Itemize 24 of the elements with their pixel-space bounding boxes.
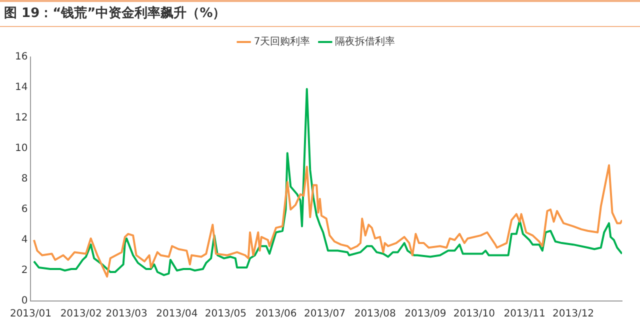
legend-label: 7天回购利率 [254,36,310,48]
x-tick-label: 2013/07 [304,308,346,320]
y-tick-label: 12 [14,112,28,124]
x-tick-label: 2013/12 [552,308,594,320]
x-tick-label: 2013/09 [404,308,446,320]
x-tick-label: 2013/04 [156,308,198,320]
x-tick-label: 2013/03 [106,308,148,320]
y-tick-label: 14 [14,82,28,94]
chart-title: 图 19：“钱荒”中资金利率飙升（%） [0,0,640,27]
y-tick-label: 0 [21,296,28,307]
y-tick-label: 6 [21,204,28,216]
y-tick-label: 4 [21,234,28,246]
x-tick-label: 2013/10 [453,308,495,320]
x-tick-label: 2013/02 [60,308,102,320]
x-tick-label: 2013/01 [10,308,52,320]
y-tick-label: 2 [21,265,28,276]
x-tick-label: 2013/05 [204,308,246,320]
x-tick-label: 2013/08 [354,308,396,320]
y-tick-label: 8 [21,174,28,185]
y-tick-label: 16 [14,52,28,63]
y-tick-label: 10 [14,143,28,154]
x-tick-label: 2013/06 [255,308,297,320]
legend-label: 隔夜拆借利率 [335,36,396,48]
x-tick-label: 2013/11 [504,308,546,320]
